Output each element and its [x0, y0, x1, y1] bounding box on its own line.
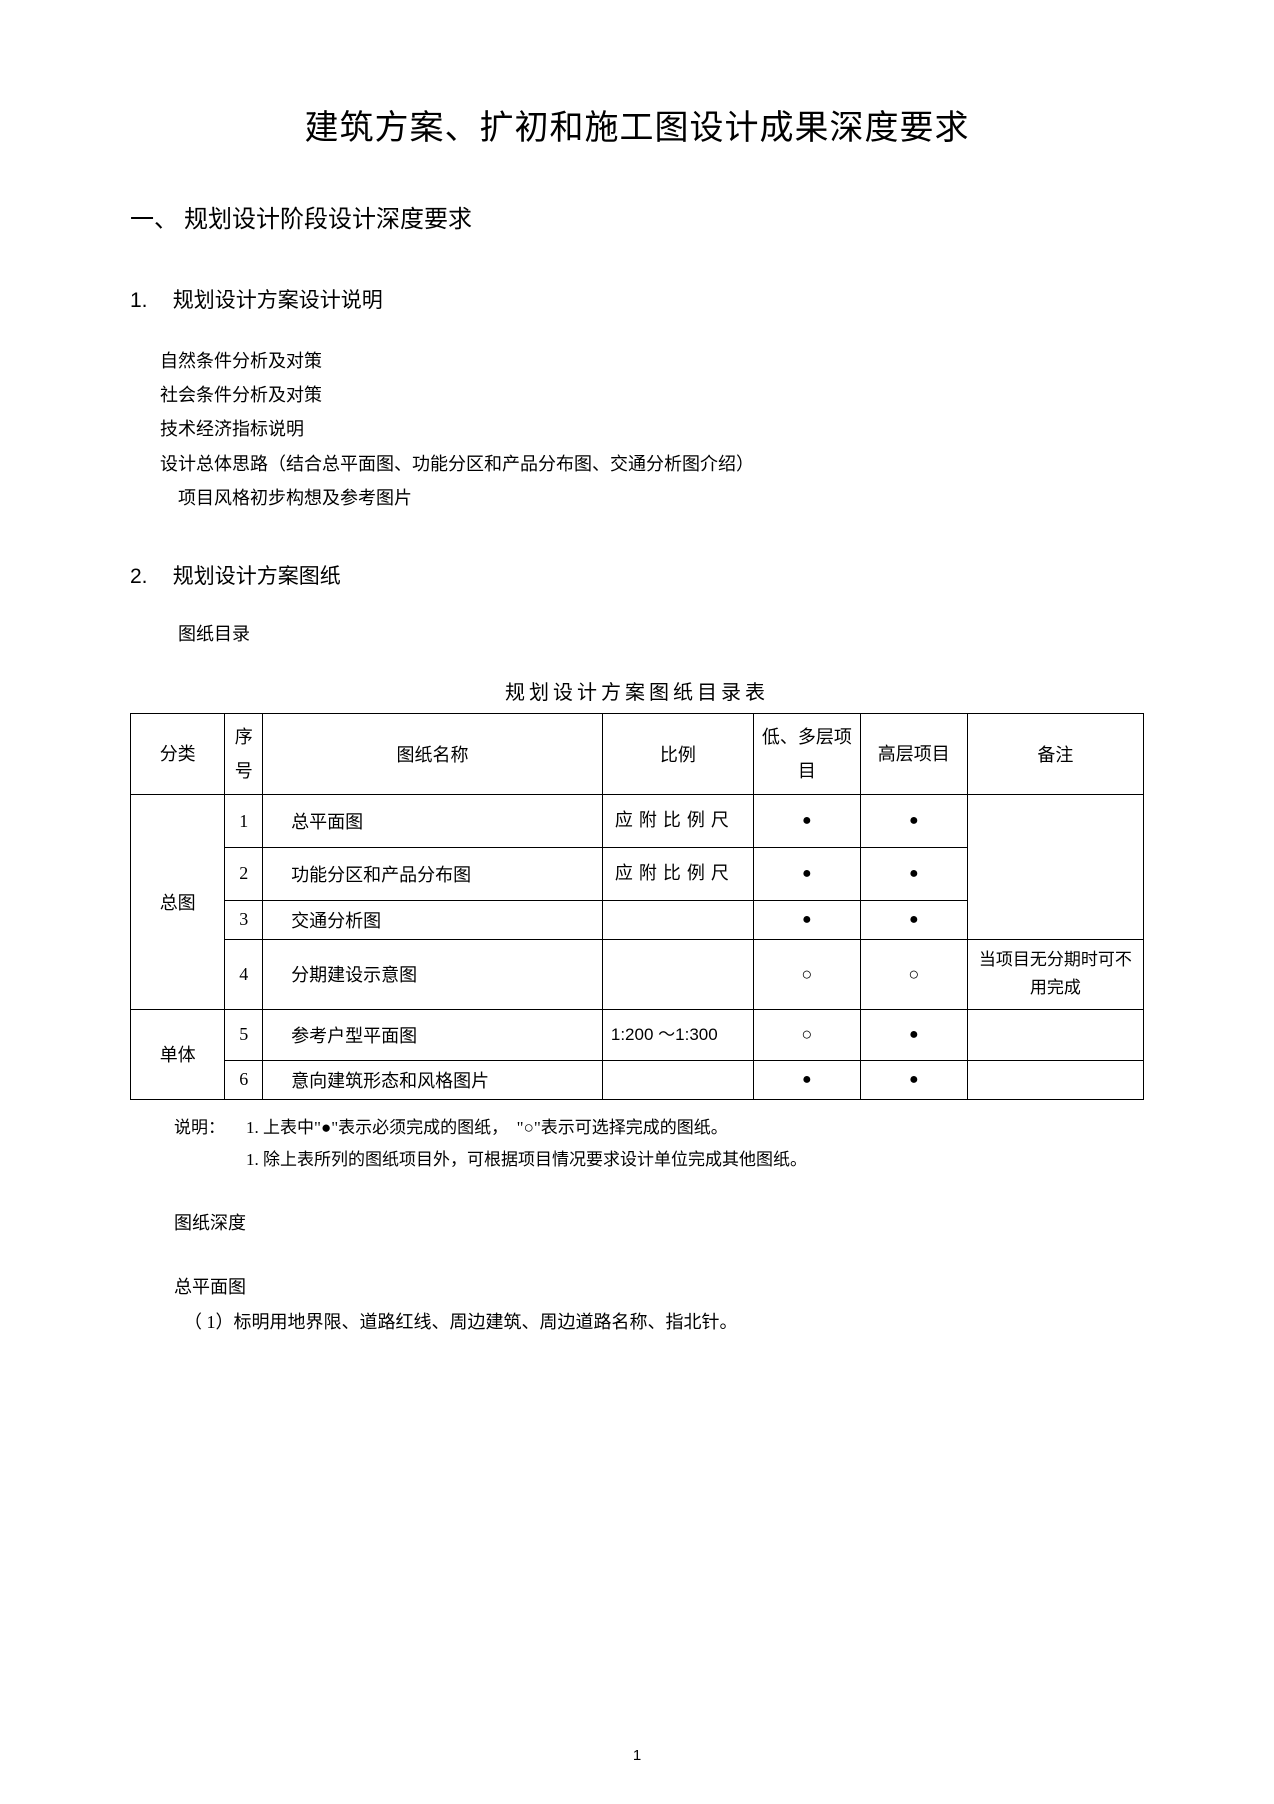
subsection-heading-1: 1. 规划设计方案设计说明	[130, 284, 1144, 314]
td-name: 意向建筑形态和风格图片	[263, 1060, 603, 1099]
td-high: ●	[860, 1010, 967, 1060]
td-low: ○	[753, 939, 860, 1010]
td-scale	[602, 939, 753, 1010]
td-high: ●	[860, 795, 967, 848]
td-seq: 1	[225, 795, 263, 848]
document-title: 建筑方案、扩初和施工图设计成果深度要求	[130, 100, 1144, 149]
bullet-item: 社会条件分析及对策	[160, 378, 1144, 412]
td-category: 总图	[131, 795, 225, 1010]
bullet-item: 自然条件分析及对策	[160, 344, 1144, 378]
table-row: 4 分期建设示意图 ○ ○ 当项目无分期时可不用完成	[131, 939, 1144, 1010]
bullet-item: 项目风格初步构想及参考图片	[178, 481, 1144, 515]
td-high: ●	[860, 847, 967, 900]
note-text: 上表中"●"表示必须完成的图纸， "○"表示可选择完成的图纸。	[263, 1112, 728, 1144]
td-seq: 4	[225, 939, 263, 1010]
td-note	[967, 795, 1143, 939]
td-note	[967, 1060, 1143, 1099]
th-name: 图纸名称	[263, 713, 603, 794]
note-num: 1.	[246, 1112, 259, 1144]
td-category: 单体	[131, 1010, 225, 1099]
note-text: 除上表所列的图纸项目外，可根据项目情况要求设计单位完成其他图纸。	[263, 1150, 807, 1169]
table-row: 6 意向建筑形态和风格图片 ● ●	[131, 1060, 1144, 1099]
td-name: 总平面图	[263, 795, 603, 848]
td-high: ●	[860, 1060, 967, 1099]
table-notes: 说明： 1. 上表中"●"表示必须完成的图纸， "○"表示可选择完成的图纸。 1…	[174, 1112, 1144, 1177]
td-name: 参考户型平面图	[263, 1010, 603, 1060]
td-low: ●	[753, 900, 860, 939]
bullet-item: 设计总体思路（结合总平面图、功能分区和产品分布图、交通分析图介绍）	[160, 447, 1144, 481]
td-name: 交通分析图	[263, 900, 603, 939]
td-low: ●	[753, 795, 860, 848]
bullet-item: 技术经济指标说明	[160, 412, 1144, 446]
table-header-row: 分类 序号 图纸名称 比例 低、多层项目 高层项目 备注	[131, 713, 1144, 794]
td-name: 分期建设示意图	[263, 939, 603, 1010]
depth-subhead: 总平面图	[174, 1270, 1144, 1304]
section-1-text: 规划设计阶段设计深度要求	[184, 207, 472, 233]
th-high: 高层项目	[860, 713, 967, 794]
td-seq: 3	[225, 900, 263, 939]
page-number: 1	[633, 1747, 641, 1764]
td-seq: 6	[225, 1060, 263, 1099]
th-category: 分类	[131, 713, 225, 794]
depth-item: （ 1）标明用地界限、道路红线、周边建筑、周边道路名称、指北针。	[184, 1305, 1144, 1339]
td-note	[967, 1010, 1143, 1060]
th-note: 备注	[967, 713, 1143, 794]
notes-label: 说明：	[174, 1112, 246, 1144]
td-note: 当项目无分期时可不用完成	[967, 939, 1143, 1010]
th-low: 低、多层项目	[753, 713, 860, 794]
table-row: 总图 1 总平面图 应附比例尺 ● ●	[131, 795, 1144, 848]
table-caption: 规划设计方案图纸目录表	[130, 676, 1144, 705]
bullet-list-1: 自然条件分析及对策 社会条件分析及对策 技术经济指标说明 设计总体思路（结合总平…	[160, 344, 1144, 515]
sub2-text: 规划设计方案图纸	[173, 564, 341, 588]
sub1-text: 规划设计方案设计说明	[173, 288, 383, 312]
td-scale	[602, 900, 753, 939]
td-scale	[602, 1060, 753, 1099]
th-seq: 序号	[225, 713, 263, 794]
td-name: 功能分区和产品分布图	[263, 847, 603, 900]
note-num: 1.	[246, 1150, 259, 1169]
td-scale: 1:200 ～1:300	[602, 1010, 753, 1060]
td-seq: 2	[225, 847, 263, 900]
sub1-num: 1.	[130, 289, 148, 312]
drawing-toc-label: 图纸目录	[178, 620, 1144, 646]
th-scale: 比例	[602, 713, 753, 794]
drawing-table: 分类 序号 图纸名称 比例 低、多层项目 高层项目 备注 总图 1 总平面图 应…	[130, 713, 1144, 1100]
sub2-num: 2.	[130, 565, 148, 588]
td-high: ○	[860, 939, 967, 1010]
td-seq: 5	[225, 1010, 263, 1060]
td-low: ●	[753, 847, 860, 900]
subsection-heading-2: 2. 规划设计方案图纸	[130, 560, 1144, 590]
td-scale: 应附比例尺	[602, 847, 753, 900]
section-heading-1: 一、 规划设计阶段设计深度要求	[130, 199, 1144, 234]
table-row: 单体 5 参考户型平面图 1:200 ～1:300 ○ ●	[131, 1010, 1144, 1060]
td-low: ○	[753, 1010, 860, 1060]
depth-label: 图纸深度	[174, 1206, 1144, 1240]
td-low: ●	[753, 1060, 860, 1099]
td-high: ●	[860, 900, 967, 939]
section-1-num: 一、	[130, 207, 178, 233]
td-scale: 应附比例尺	[602, 795, 753, 848]
